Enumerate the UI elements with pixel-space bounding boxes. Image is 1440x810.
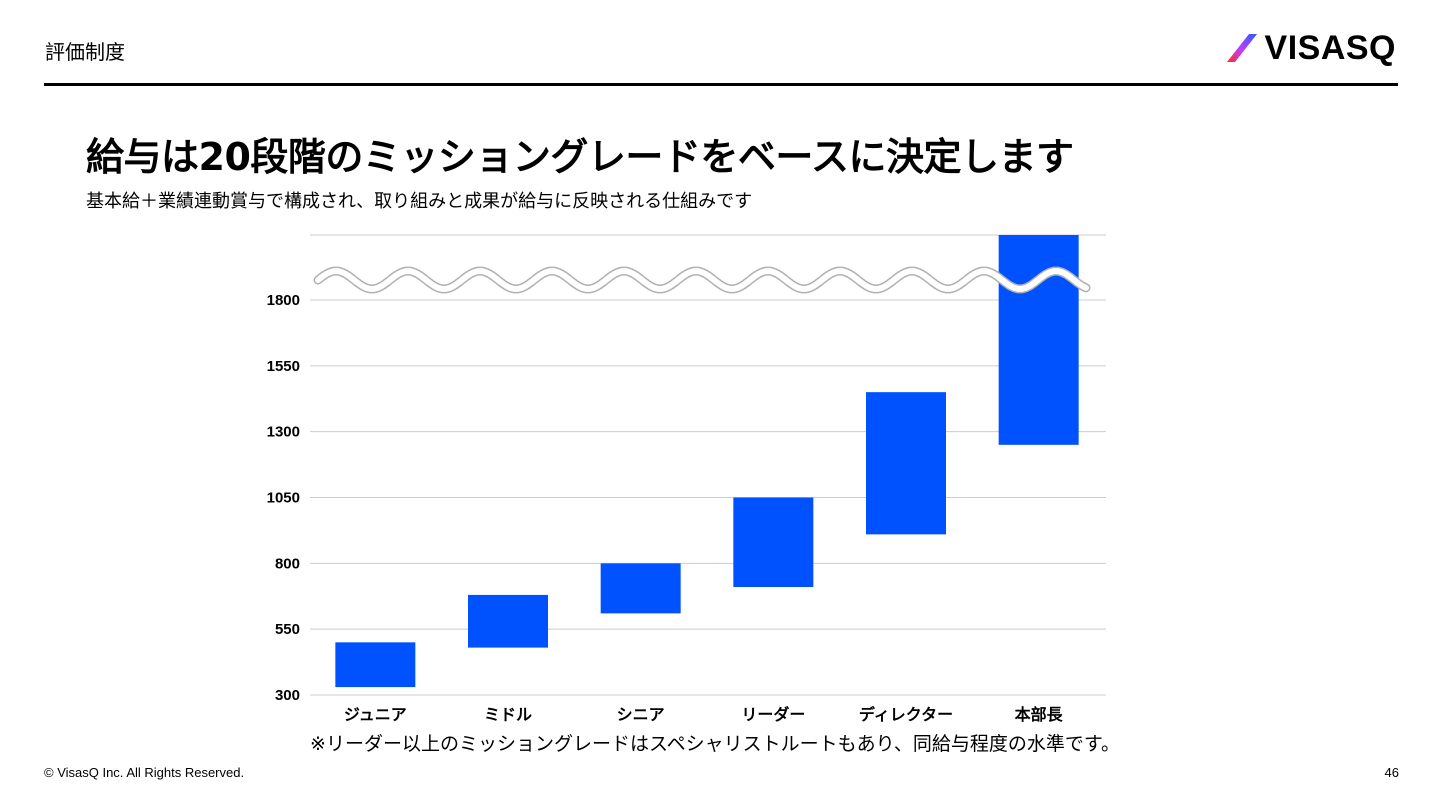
axis-break-wave (315, 268, 1089, 292)
header-divider (44, 83, 1398, 86)
section-title: 評価制度 (45, 40, 125, 64)
bar-2 (468, 594, 548, 648)
bar-3 (600, 563, 681, 614)
slash-logo-icon (1226, 34, 1257, 62)
y-tick-label: 800 (275, 555, 300, 572)
y-tick-label: 1800 (267, 292, 300, 309)
x-category-label: シニア (617, 705, 665, 724)
bar-4 (733, 497, 814, 588)
x-category-label: リーダー (741, 705, 805, 724)
bar-6 (998, 235, 1079, 445)
bar-5 (866, 392, 946, 535)
y-tick-label: 1050 (267, 490, 300, 507)
page-subtitle: 基本給＋業績連動賞与で構成され、取り組みと成果が給与に反映される仕組みです (86, 191, 753, 212)
logo-text: VISASQ (1264, 29, 1396, 67)
y-tick-label: 1550 (267, 358, 300, 375)
brand-logo: VISASQ (1225, 30, 1396, 66)
page-number: 46 (1384, 765, 1399, 780)
y-tick-label: 300 (275, 687, 300, 704)
page-title: 給与は20段階のミッショングレードをベースに決定します (86, 135, 1074, 179)
x-category-label: 本部長 (1015, 705, 1064, 724)
bar-1 (335, 642, 416, 688)
x-category-label: ジュニア (344, 705, 407, 724)
x-category-label: ミドル (484, 705, 532, 724)
x-category-label: ディレクター (859, 705, 953, 724)
copyright-text: © VisasQ Inc. All Rights Reserved. (44, 765, 245, 780)
chart-footnote: ※リーダー以上のミッショングレードはスペシャリストルートもあり、同給与程度の水準… (310, 733, 1120, 755)
salary-range-chart: 300 550 800 1050 1300 1550 1800 ジュニア ミドル シニア リーダー デ… (267, 234, 1106, 724)
y-tick-label: 1300 (267, 424, 300, 441)
y-tick-label: 550 (275, 621, 300, 638)
